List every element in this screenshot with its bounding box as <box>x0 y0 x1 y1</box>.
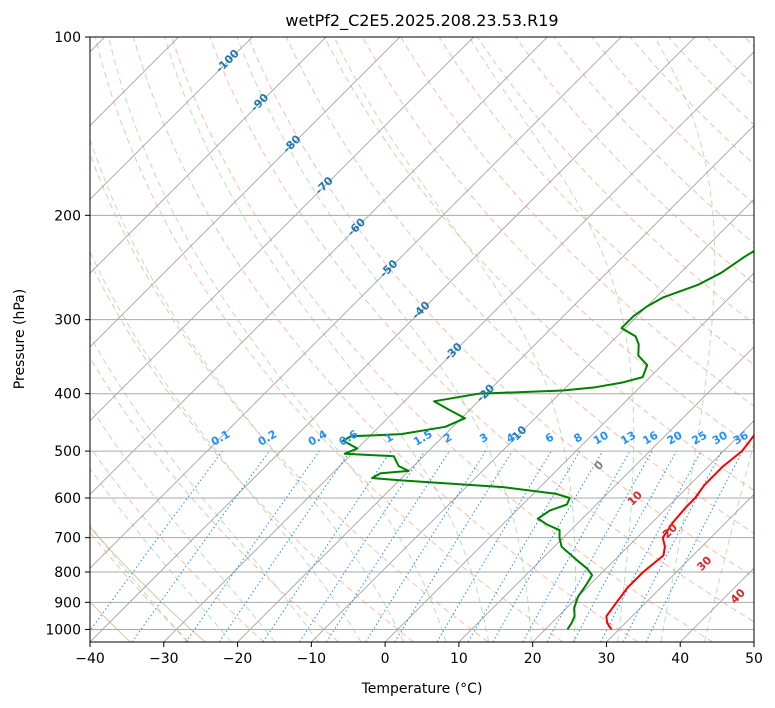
dry-adiabat <box>94 37 564 642</box>
moist-adiabat <box>90 137 405 642</box>
mixing-ratio-line <box>218 450 351 642</box>
dry-adiabat <box>247 37 754 578</box>
dry-adiabat <box>90 356 339 642</box>
moist-adiabat <box>90 335 319 642</box>
isotherm-line <box>163 51 754 642</box>
x-tick-label: −40 <box>75 651 105 667</box>
mixing-ratio-line <box>394 450 513 642</box>
y-tick-label: 100 <box>54 30 81 46</box>
moist-adiabat <box>164 37 490 642</box>
dry-adiabat <box>476 37 754 325</box>
mixing-ratio-line <box>546 450 653 642</box>
plot-frame <box>89 36 755 643</box>
moist-adiabat <box>654 37 716 642</box>
isotherm-line <box>90 37 253 200</box>
isotherm-line <box>90 37 327 274</box>
mixing-ratio-line <box>90 450 223 632</box>
isotherm-line <box>753 641 754 642</box>
dry-adiabat <box>90 446 265 642</box>
profile-lines <box>342 249 754 630</box>
y-tick-label: 1000 <box>45 622 81 638</box>
x-tick-label: −30 <box>149 651 179 667</box>
y-tick-label: 600 <box>54 491 81 507</box>
mixing-ratio-line <box>262 450 392 642</box>
isotherm-line <box>384 272 754 642</box>
isotherm-line <box>90 37 622 569</box>
y-axis-title: Pressure (hPa) <box>12 289 28 389</box>
moist-adiabat <box>333 37 577 642</box>
mixing-ratio-line <box>299 450 426 642</box>
mixing-ratio-line <box>325 450 450 642</box>
plot-background <box>90 37 754 642</box>
y-tick-label: 700 <box>54 531 81 547</box>
y-tick-label: 500 <box>54 444 81 460</box>
moist-adiabat <box>704 440 754 642</box>
moist-adiabat <box>90 405 276 642</box>
background-lines <box>90 37 754 642</box>
moist-adiabat <box>90 467 232 642</box>
dewpoint-line <box>342 249 754 630</box>
isotherm-line <box>606 493 754 642</box>
dry-adiabat <box>209 37 754 623</box>
y-tick-label: 900 <box>54 595 81 611</box>
isotherm-line <box>532 420 754 642</box>
mixing-ratio-line <box>573 450 677 642</box>
moist-adiabat <box>108 37 447 642</box>
isotherm-line <box>90 37 696 642</box>
isotherm-line <box>237 124 754 642</box>
isotherm-line <box>311 198 754 642</box>
dry-adiabat <box>515 37 754 285</box>
x-tick-label: 0 <box>381 651 390 667</box>
dry-adiabat <box>90 260 414 642</box>
x-tick-label: 30 <box>598 651 616 667</box>
x-tick-label: −20 <box>223 651 253 667</box>
y-tick-label: 300 <box>54 313 81 329</box>
mixing-ratio-line <box>522 450 631 642</box>
mixing-ratio-line <box>185 450 320 642</box>
dry-adiabat <box>323 37 754 491</box>
chart-title: wetPf2_C2E5.2025.208.23.53.R19 <box>285 11 558 31</box>
temperature-line <box>605 432 754 630</box>
x-axis-title: Temperature (°C) <box>361 681 483 697</box>
isotherm-line <box>90 37 401 348</box>
isotherm-line <box>90 37 474 422</box>
y-tick-label: 400 <box>54 387 81 403</box>
y-tick-label: 800 <box>54 565 81 581</box>
axes: −40 −30 −20 −10 0 10 20 30 40 50 100 200 300 400 500 60… <box>45 30 763 667</box>
moist-adiabat <box>90 524 188 642</box>
mixing-ratio-line <box>131 450 270 642</box>
x-tick-label: 10 <box>450 651 468 667</box>
dry-adiabat <box>438 37 754 366</box>
y-tick-label: 200 <box>54 208 81 224</box>
dry-adiabat <box>285 37 754 535</box>
x-tick-label: 50 <box>745 651 763 667</box>
x-tick-label: 20 <box>524 651 542 667</box>
reference-curve <box>90 526 206 642</box>
mixing-ratio-line <box>645 450 743 642</box>
moist-adiabat <box>468 37 635 642</box>
x-tick-label: 40 <box>671 651 689 667</box>
isotherm-line <box>90 37 548 496</box>
x-tick-label: −10 <box>297 651 327 667</box>
